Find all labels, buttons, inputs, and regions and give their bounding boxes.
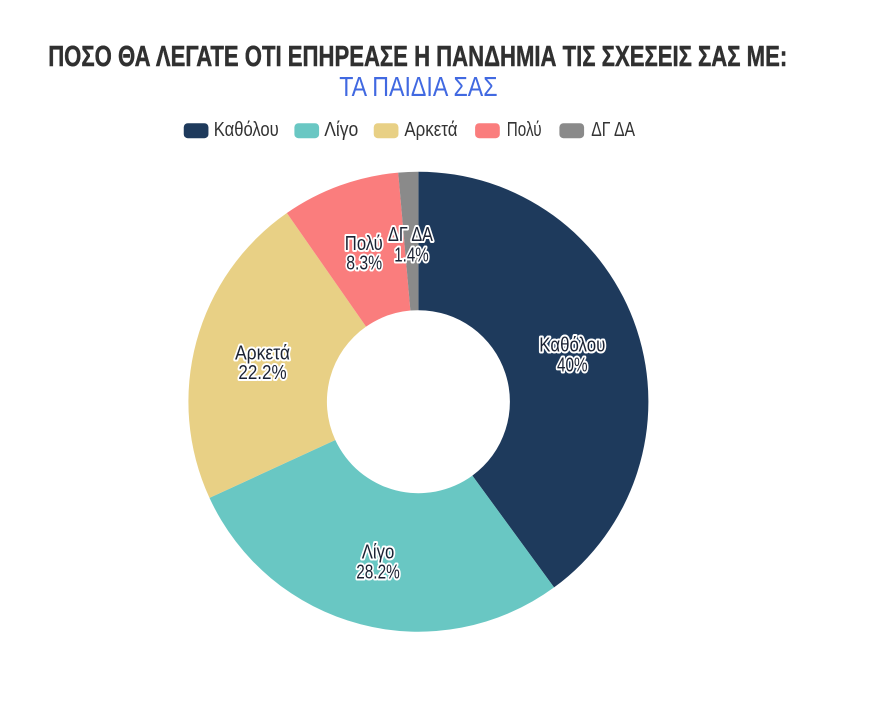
svg-text:1.4%: 1.4% — [394, 245, 429, 267]
svg-text:40%: 40% — [557, 354, 588, 376]
svg-text:ΠΟΣΟ ΘΑ ΛΕΓΑΤΕ ΟΤΙ ΕΠΗΡΕΑΣΕ Η: ΠΟΣΟ ΘΑ ΛΕΓΑΤΕ ΟΤΙ ΕΠΗΡΕΑΣΕ Η ΠΑΝΔΗΜΙΑ Τ… — [48, 41, 787, 73]
svg-text:40%: 40% — [557, 354, 588, 376]
svg-text:ΤΑ ΠΑΙΔΙΑ ΣΑΣ: ΤΑ ΠΑΙΔΙΑ ΣΑΣ — [339, 71, 497, 102]
svg-text:22.2%: 22.2% — [238, 362, 286, 384]
svg-text:28.2%: 28.2% — [356, 561, 400, 583]
svg-text:Λίγο: Λίγο — [362, 542, 395, 564]
svg-text:ΔΓ ΔΑ: ΔΓ ΔΑ — [388, 224, 434, 246]
svg-text:1.4%: 1.4% — [394, 245, 429, 267]
svg-text:8.3%: 8.3% — [346, 252, 382, 274]
svg-text:22.2%: 22.2% — [238, 362, 286, 384]
svg-text:Αρκετά: Αρκετά — [404, 119, 457, 141]
svg-text:Πολύ: Πολύ — [507, 119, 542, 141]
svg-text:Λίγο: Λίγο — [362, 542, 395, 564]
svg-text:Αρκετά: Αρκετά — [235, 342, 290, 364]
svg-text:8.3%: 8.3% — [346, 252, 382, 274]
svg-text:Καθόλου: Καθόλου — [539, 334, 605, 356]
svg-text:Πολύ: Πολύ — [345, 233, 383, 255]
svg-text:28.2%: 28.2% — [356, 561, 400, 583]
svg-text:Λίγο: Λίγο — [324, 119, 358, 141]
svg-text:Καθόλου: Καθόλου — [539, 334, 605, 356]
svg-text:Αρκετά: Αρκετά — [235, 342, 290, 364]
svg-text:Καθόλου: Καθόλου — [214, 119, 279, 141]
svg-text:ΔΓ ΔΑ: ΔΓ ΔΑ — [388, 224, 434, 246]
svg-text:Πολύ: Πολύ — [345, 233, 383, 255]
svg-text:ΔΓ ΔΑ: ΔΓ ΔΑ — [591, 119, 635, 141]
